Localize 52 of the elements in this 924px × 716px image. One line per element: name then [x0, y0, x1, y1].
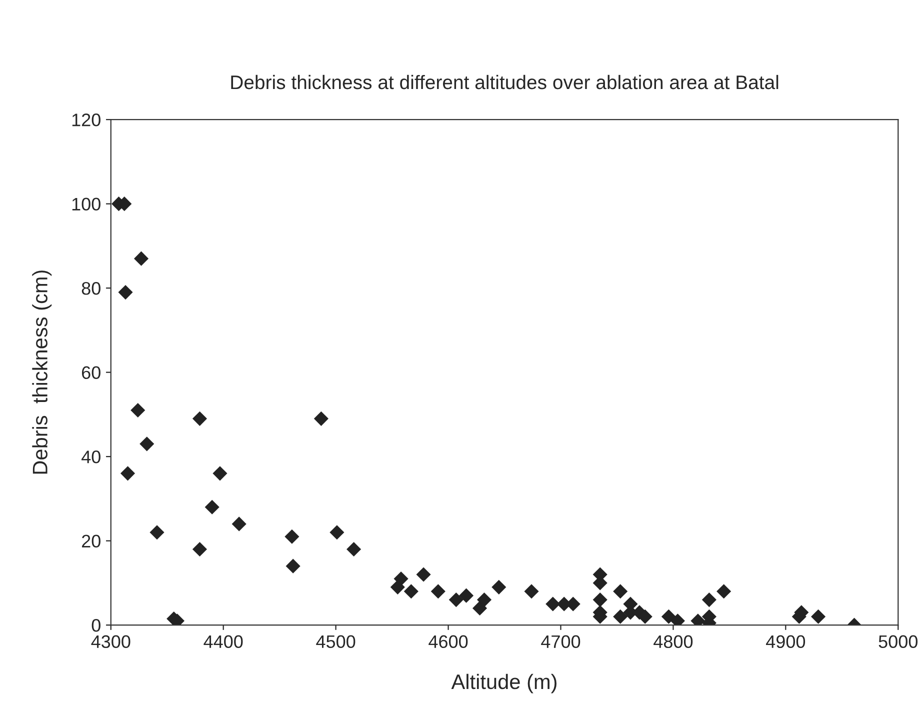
point [592, 592, 608, 608]
x-tick-label: 4700 [541, 635, 580, 648]
point [661, 609, 676, 624]
point [448, 592, 464, 608]
point [140, 436, 154, 452]
x-tick-label: 4300 [91, 635, 130, 648]
point [120, 466, 136, 481]
point [492, 580, 506, 594]
y-tick-label: 40 [81, 450, 100, 464]
x-tick-label: 4500 [316, 635, 356, 648]
point [416, 567, 431, 582]
point [476, 592, 492, 608]
chart-title: Debris thickness at different altitudes over ablation area at Batal [231, 74, 778, 90]
y-tick-label: 80 [82, 282, 100, 295]
point [458, 588, 474, 603]
y-axis-title: Debris thickness (cm) [32, 270, 52, 474]
x-tick-label: 4600 [428, 635, 468, 648]
point [314, 411, 328, 426]
point [394, 571, 408, 586]
point [524, 584, 539, 599]
point [430, 584, 446, 599]
point [404, 584, 418, 599]
point [192, 542, 208, 557]
y-tick-label: 60 [82, 366, 100, 380]
point [613, 584, 628, 599]
x-tick-label: 4900 [766, 635, 806, 648]
x-axis-title: Altitude (m) [451, 674, 556, 694]
point [546, 596, 560, 612]
point [232, 516, 246, 532]
point [118, 285, 133, 300]
point [130, 402, 146, 418]
x-tick-label: 4800 [654, 635, 693, 648]
y-tick-label: 0 [92, 619, 100, 632]
point [212, 466, 228, 481]
point [134, 251, 149, 266]
point [150, 525, 164, 540]
y-tick-label: 20 [82, 534, 100, 548]
y-tick-label: 120 [72, 114, 100, 126]
y-tick-label: 100 [72, 198, 100, 211]
point [702, 592, 716, 608]
x-tick-label: 4400 [204, 635, 243, 648]
point [284, 529, 300, 544]
point [346, 542, 362, 557]
point [204, 500, 220, 514]
point [613, 609, 628, 624]
point [810, 609, 826, 624]
x-tick-label: 5000 [878, 635, 918, 648]
point [192, 411, 208, 426]
point [716, 584, 732, 599]
point [472, 600, 488, 616]
point [286, 558, 300, 574]
point [330, 525, 344, 540]
